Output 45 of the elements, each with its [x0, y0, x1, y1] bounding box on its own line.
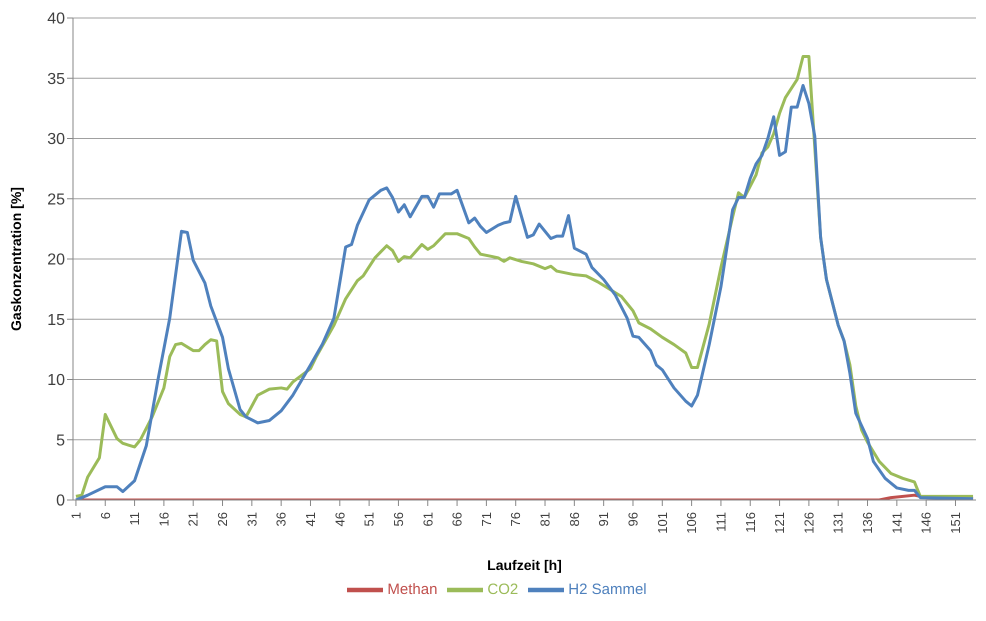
- y-tick-label: 25: [47, 191, 66, 208]
- x-tick-label: 21: [186, 512, 201, 526]
- legend-label: H2 Sammel: [568, 580, 647, 598]
- x-tick-label: 141: [889, 512, 904, 534]
- y-tick-label: 0: [56, 492, 66, 510]
- y-tick-label: 5: [56, 432, 66, 450]
- x-tick-label: 16: [156, 512, 172, 526]
- x-tick-label: 151: [948, 512, 963, 534]
- y-tick-label: 10: [47, 372, 66, 390]
- y-tick-label: 20: [47, 252, 66, 269]
- x-tick-label: 71: [478, 512, 494, 526]
- x-tick-label: 26: [215, 512, 230, 526]
- x-tick-label: 106: [684, 512, 700, 534]
- x-tick-label: 66: [450, 512, 465, 526]
- x-tick-label: 91: [596, 512, 612, 526]
- x-tick-label: 76: [508, 512, 524, 526]
- x-tick-label: 86: [566, 512, 582, 526]
- x-tick-label: 131: [830, 512, 846, 534]
- y-tick-label: 40: [47, 10, 66, 28]
- x-tick-label: 116: [742, 512, 758, 533]
- legend-label: Methan: [387, 580, 438, 598]
- x-tick-label: 1: [68, 512, 84, 520]
- x-tick-label: 136: [860, 512, 876, 534]
- x-tick-label: 126: [801, 512, 816, 534]
- x-tick-label: 51: [362, 512, 377, 526]
- y-tick-label: 35: [47, 70, 66, 88]
- x-tick-label: 31: [244, 512, 260, 526]
- y-tick-label: 30: [47, 131, 66, 148]
- x-tick-label: 11: [127, 512, 142, 526]
- x-tick-label: 96: [625, 512, 640, 526]
- y-axis-title: Gaskonzentration [%]: [8, 187, 24, 331]
- x-tick-label: 61: [420, 512, 436, 526]
- x-tick-label: 46: [332, 512, 348, 526]
- y-tick-label: 15: [47, 312, 66, 329]
- x-tick-label: 121: [772, 512, 788, 534]
- x-tick-label: 146: [918, 512, 934, 534]
- x-tick-label: 41: [302, 512, 318, 526]
- x-tick-label: 56: [390, 512, 406, 526]
- x-tick-label: 36: [274, 512, 289, 526]
- x-tick-label: 81: [538, 512, 553, 526]
- legend-label: CO2: [487, 580, 518, 598]
- x-tick-label: 6: [98, 512, 113, 520]
- x-tick-label: 111: [713, 512, 728, 532]
- x-axis-title: Laufzeit [h]: [487, 557, 562, 573]
- x-tick-label: 101: [654, 512, 670, 534]
